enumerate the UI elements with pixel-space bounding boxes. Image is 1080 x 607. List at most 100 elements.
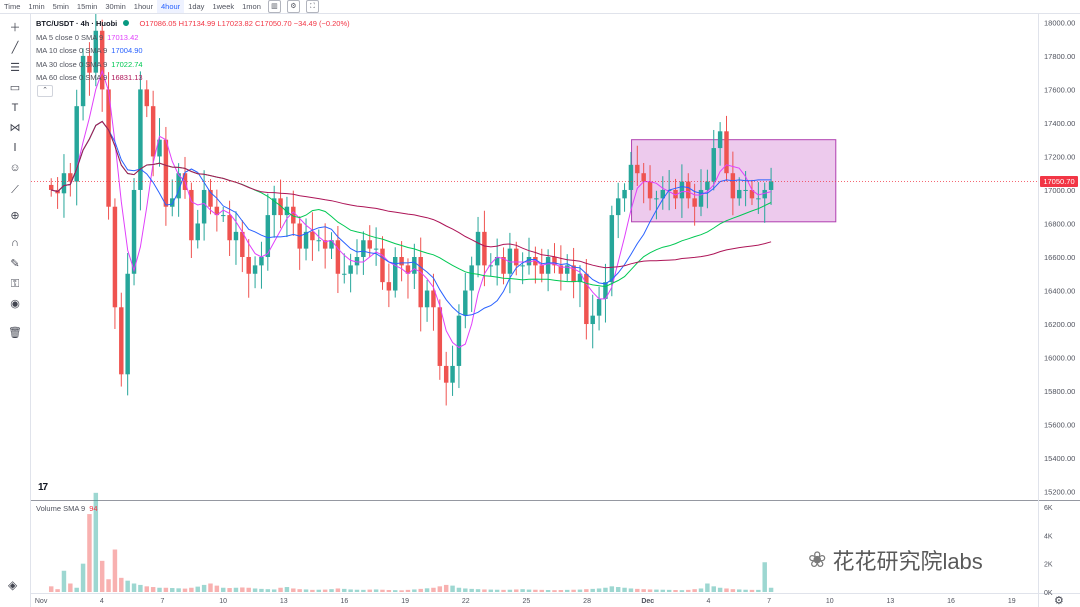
candle[interactable] (469, 265, 474, 291)
candle[interactable] (48, 184, 54, 190)
candle[interactable] (271, 198, 277, 216)
candle[interactable] (240, 231, 245, 257)
candle[interactable] (284, 206, 290, 216)
candle[interactable] (399, 257, 404, 266)
candle[interactable] (660, 189, 666, 199)
volume-bar[interactable] (545, 590, 551, 592)
volume-bar[interactable] (87, 514, 92, 592)
timeframe-time[interactable]: Time (4, 2, 21, 11)
volume-bar[interactable] (80, 563, 86, 592)
timeframe-15min[interactable]: 15min (76, 2, 98, 11)
volume-legend[interactable]: Volume SMA 9 94 (36, 504, 98, 513)
candle[interactable] (590, 315, 595, 325)
volume-bar[interactable] (628, 588, 634, 592)
volume-bar[interactable] (278, 587, 283, 592)
volume-bar[interactable] (469, 588, 474, 592)
candle[interactable] (450, 365, 455, 383)
volume-bar[interactable] (437, 586, 443, 592)
volume-bar[interactable] (424, 588, 430, 592)
volume-bar[interactable] (686, 589, 691, 592)
volume-bar[interactable] (265, 589, 271, 592)
volume-bar[interactable] (749, 589, 755, 592)
volume-bar[interactable] (635, 588, 640, 592)
candle[interactable] (717, 131, 723, 149)
volume-bar[interactable] (584, 589, 589, 592)
horizontal-lines-icon[interactable]: ☰ (10, 62, 20, 74)
candle[interactable] (373, 248, 379, 250)
candle[interactable] (749, 189, 755, 199)
volume-bar[interactable] (418, 588, 423, 592)
volume-bar[interactable] (660, 589, 666, 592)
volume-bar[interactable] (501, 589, 506, 592)
candle[interactable] (692, 198, 697, 207)
candle[interactable] (170, 198, 175, 207)
volume-bar[interactable] (157, 587, 162, 592)
lock-drawing-icon[interactable]: ✎ (10, 258, 20, 270)
volume-bar[interactable] (93, 492, 99, 592)
volume-bar[interactable] (577, 589, 583, 592)
volume-bar[interactable] (443, 584, 449, 592)
candle[interactable] (112, 206, 118, 308)
volume-bar[interactable] (399, 590, 404, 592)
volume-bar[interactable] (182, 588, 188, 592)
timeframe-30min[interactable]: 30min (105, 2, 126, 11)
lock-icon[interactable]: ⚿ (10, 278, 20, 290)
candle[interactable] (131, 189, 137, 274)
volume-bar[interactable] (195, 586, 200, 592)
timeframe-1hour[interactable]: 1hour (133, 2, 153, 11)
candle[interactable] (322, 240, 328, 249)
candle[interactable] (424, 290, 430, 308)
text-icon[interactable]: T (11, 102, 19, 114)
volume-bar[interactable] (106, 579, 111, 592)
volume-bar[interactable] (641, 589, 646, 592)
candle[interactable] (246, 257, 251, 274)
candle[interactable] (412, 257, 417, 274)
volume-bar[interactable] (711, 586, 716, 592)
volume-bar[interactable] (74, 587, 79, 592)
candle[interactable] (768, 181, 774, 190)
candle[interactable] (584, 273, 589, 325)
candle[interactable] (252, 265, 258, 274)
ma30-legend[interactable]: MA 30 close 0 SMA 9 17022.74 (36, 59, 143, 69)
candle[interactable] (564, 265, 570, 274)
candle[interactable] (456, 315, 462, 366)
candle[interactable] (386, 282, 392, 291)
volume-bar[interactable] (494, 589, 500, 592)
volume-bar[interactable] (622, 587, 627, 592)
volume-bar[interactable] (208, 583, 213, 593)
magnet-icon[interactable]: ∩ (11, 237, 19, 249)
volume-bar[interactable] (233, 587, 239, 592)
volume-bar[interactable] (150, 587, 156, 592)
volume-bar[interactable] (705, 583, 710, 593)
trendline-icon[interactable]: ╱ (11, 42, 19, 54)
candle[interactable] (654, 198, 659, 200)
volume-bar[interactable] (329, 589, 334, 592)
volume-bar[interactable] (431, 587, 436, 592)
volume-bar[interactable] (730, 589, 736, 592)
volume-bar[interactable] (316, 589, 322, 592)
chart-type-icon[interactable]: ▥ (267, 0, 281, 13)
volume-bar[interactable] (768, 587, 774, 592)
candle[interactable] (743, 189, 748, 191)
candle[interactable] (80, 55, 86, 107)
candle[interactable] (711, 148, 716, 182)
candle[interactable] (552, 257, 557, 266)
candle[interactable] (526, 257, 532, 266)
chart-canvas[interactable]: 18000.00 17800.00 17600.00 17400.00 17200.00… (31, 14, 1080, 607)
volume-bar[interactable] (297, 589, 302, 592)
candle[interactable] (443, 365, 449, 383)
timeframe-1day[interactable]: 1day (188, 2, 205, 11)
volume-bar[interactable] (673, 590, 678, 592)
candle[interactable] (482, 231, 487, 266)
candle[interactable] (756, 198, 761, 200)
candle[interactable] (201, 189, 207, 224)
volume-bar[interactable] (482, 589, 487, 592)
layers-icon[interactable]: ◈ (8, 578, 18, 592)
volume-bar[interactable] (125, 580, 130, 592)
candle[interactable] (150, 106, 156, 157)
volume-bar[interactable] (756, 589, 761, 592)
candle[interactable] (628, 164, 634, 190)
candle[interactable] (233, 231, 239, 241)
candle[interactable] (68, 173, 73, 182)
candle[interactable] (488, 265, 494, 267)
